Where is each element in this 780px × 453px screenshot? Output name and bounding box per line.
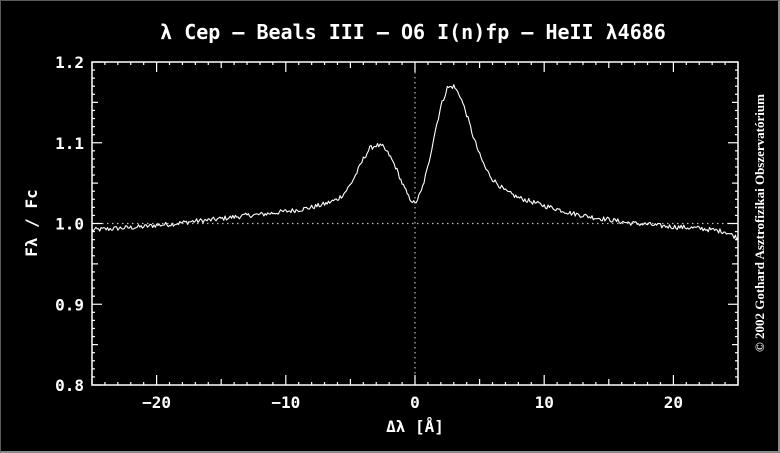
chart-title: λ Cep – Beals III – O6 I(n)fp – HeII λ46…: [160, 20, 666, 44]
copyright-notice: © 2002 Gothard Asztrofizikai Obszervatór…: [752, 94, 767, 352]
x-tick-label: 20: [664, 393, 683, 412]
reference-lines: [92, 62, 738, 385]
x-tick-label: −20: [142, 393, 171, 412]
y-tick-label: 1.2: [55, 53, 84, 72]
y-tick-label: 0.9: [55, 295, 84, 314]
y-axis-label: Fλ / Fc: [22, 189, 41, 256]
spectrum-line: [91, 84, 739, 241]
y-tick-label: 1.0: [55, 215, 84, 234]
x-tick-label: −10: [271, 393, 300, 412]
y-tick-label: 1.1: [55, 134, 84, 153]
x-axis-label: Δλ [Å]: [386, 417, 444, 436]
series-group: [91, 84, 739, 241]
x-tick-label: 0: [410, 393, 420, 412]
y-axis-ticks: 0.8 0.9 1.0 1.1 1.2: [55, 53, 738, 395]
y-tick-label: 0.8: [55, 376, 84, 395]
x-tick-label: 10: [535, 393, 554, 412]
x-axis-ticks: −20 −10 0 10 20: [91, 62, 739, 412]
